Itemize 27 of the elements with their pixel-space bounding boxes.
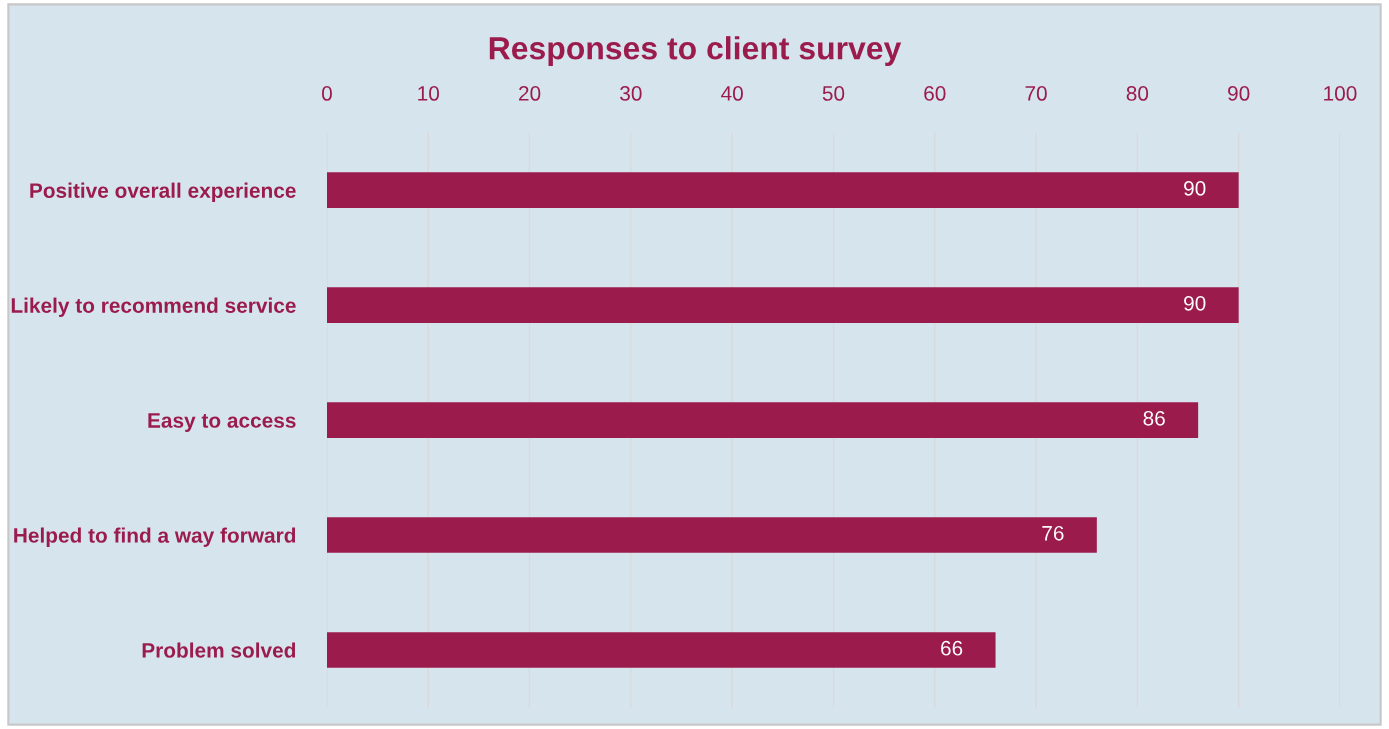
x-tick-label: 0 [321, 86, 332, 101]
x-tick-label: 60 [924, 86, 946, 101]
bar [326, 287, 1239, 323]
x-tick-label: 90 [1228, 86, 1250, 101]
y-tick-label: Problem solved [142, 642, 296, 658]
x-tick-label: 30 [620, 86, 642, 101]
data-label: 66 [941, 640, 963, 656]
y-tick-label: Likely to recommend service [11, 297, 296, 317]
chart-title: Responses to client survey [489, 36, 902, 66]
x-tick-label: 70 [1025, 86, 1047, 101]
bar [326, 632, 996, 668]
x-tick-label: 100 [1324, 86, 1357, 101]
bar [326, 172, 1239, 208]
x-tick-label: 50 [822, 86, 845, 101]
bar [326, 517, 1097, 553]
bar [326, 402, 1199, 438]
x-tick-label: 40 [721, 86, 743, 101]
x-tick-label: 80 [1126, 86, 1149, 101]
y-tick-label: Easy to access [148, 413, 296, 432]
x-tick-label: 20 [519, 86, 541, 101]
data-label: 90 [1184, 181, 1206, 196]
data-label: 86 [1143, 410, 1165, 426]
y-tick-label: Positive overall experience [30, 182, 296, 203]
data-label: 76 [1042, 525, 1064, 541]
y-tick-label: Helped to find a way forward [14, 527, 296, 547]
data-label: 90 [1184, 295, 1206, 311]
x-tick-label: 10 [418, 86, 440, 101]
